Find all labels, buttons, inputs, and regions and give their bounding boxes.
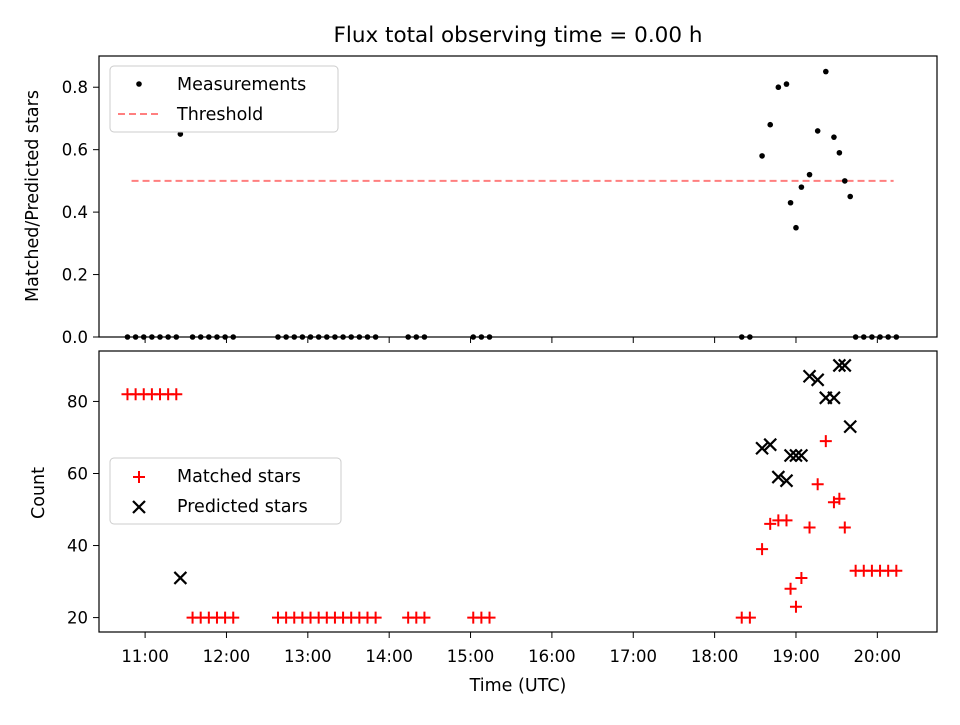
matched-star-point <box>795 571 808 584</box>
matched-star-point <box>369 611 382 624</box>
bottom-y-tick-label: 20 <box>67 609 88 628</box>
bottom-legend: Matched stars Predicted stars <box>109 457 342 525</box>
matched-star-point <box>838 521 851 534</box>
x-tick-label: 12:00 <box>203 647 251 666</box>
measurement-point <box>847 193 854 200</box>
bottom-y-tick-label: 40 <box>67 537 88 556</box>
x-tick-label: 15:00 <box>447 647 495 666</box>
measurement-point <box>836 149 843 156</box>
legend-threshold-label: Threshold <box>176 105 263 125</box>
predicted-star-point <box>827 391 841 405</box>
legend-predicted-marker <box>132 500 146 514</box>
matched-star-point <box>764 517 777 530</box>
measurement-point <box>806 171 813 178</box>
predicted-star-point <box>832 358 847 373</box>
measurement-point <box>793 224 799 231</box>
predicted-star-point <box>763 437 777 452</box>
top-chart-title: Flux total observing time = 0.00 h <box>334 23 703 48</box>
legend-matched-label: Matched stars <box>177 467 301 487</box>
x-tick-label: 18:00 <box>691 647 739 666</box>
predicted-star-point <box>755 441 769 456</box>
predicted-star-point <box>802 369 817 383</box>
matched-star-point <box>418 611 431 624</box>
predicted-star-point <box>843 419 857 434</box>
legend-matched-marker <box>133 471 145 483</box>
x-tick-label: 11:00 <box>121 647 169 666</box>
measurement-point <box>787 199 794 206</box>
measurement-point <box>831 134 837 140</box>
measurement-point <box>775 84 782 91</box>
matched-star-point <box>743 611 756 624</box>
top-y-tick-label: 0.2 <box>62 266 88 285</box>
measurement-point <box>767 121 774 128</box>
predicted-star-point <box>173 571 188 585</box>
matched-star-point <box>803 521 816 534</box>
legend-predicted-label: Predicted stars <box>177 497 308 517</box>
measurement-point <box>823 68 829 75</box>
predicted-star-point <box>789 448 803 463</box>
measurement-point <box>841 178 848 184</box>
top-legend-box <box>109 65 339 133</box>
top-plot-area: 0.0 0.2 0.4 0.6 0.8 Measurements Threshold <box>62 55 938 347</box>
legend-measurements-label: Measurements <box>177 75 306 95</box>
top-y-tick-label: 0.4 <box>62 203 88 222</box>
top-y-tick-label: 0.8 <box>62 78 88 97</box>
x-tick-label: 14:00 <box>365 647 413 666</box>
bottom-plot-frame <box>98 350 938 633</box>
matched-star-point <box>227 611 240 624</box>
top-plot-frame <box>98 55 938 338</box>
bottom-plot-area: 20 40 60 80 11:00 12:00 13:00 14:00 15:00 16:00 17… <box>67 350 938 666</box>
matched-star-point <box>483 611 496 624</box>
x-tick-label: 20:00 <box>854 647 902 666</box>
bottom-y-tick-label: 80 <box>67 392 88 411</box>
predicted-star-point <box>783 448 798 463</box>
top-y-tick-label: 0.0 <box>62 328 88 347</box>
top-y-axis-label: Matched/Predicted stars <box>23 90 43 302</box>
predicted-star-point <box>794 448 809 463</box>
measurement-point <box>798 184 805 190</box>
predicted-star-point <box>810 373 825 387</box>
matched-star-point <box>756 543 769 556</box>
matched-star-point <box>784 582 797 595</box>
x-tick-label: 13:00 <box>284 647 332 666</box>
matched-star-point <box>170 388 183 401</box>
predicted-star-point <box>771 470 786 484</box>
bottom-y-axis-label: Count <box>29 467 49 519</box>
measurement-point <box>177 131 184 137</box>
measurement-point <box>759 153 765 159</box>
x-tick-label: 19:00 <box>772 647 820 666</box>
x-tick-label: 17:00 <box>609 647 657 666</box>
measurement-point <box>814 128 821 134</box>
matched-star-point <box>833 492 846 505</box>
matched-star-point <box>789 600 802 613</box>
bottom-y-tick-label: 60 <box>67 464 88 483</box>
predicted-star-point <box>779 473 794 488</box>
x-tick-label: 16:00 <box>528 647 576 666</box>
matched-star-point <box>819 435 832 448</box>
measurement-point <box>783 81 790 87</box>
top-y-tick-label: 0.6 <box>62 141 88 160</box>
legend-measurements-marker <box>136 81 142 87</box>
predicted-star-point <box>838 358 852 373</box>
bottom-legend-box <box>109 457 342 525</box>
matched-star-point <box>780 514 793 527</box>
top-legend: Measurements Threshold <box>109 65 339 133</box>
matched-star-point <box>890 564 903 577</box>
x-axis-label: Time (UTC) <box>469 676 567 696</box>
matched-star-point <box>811 478 824 491</box>
